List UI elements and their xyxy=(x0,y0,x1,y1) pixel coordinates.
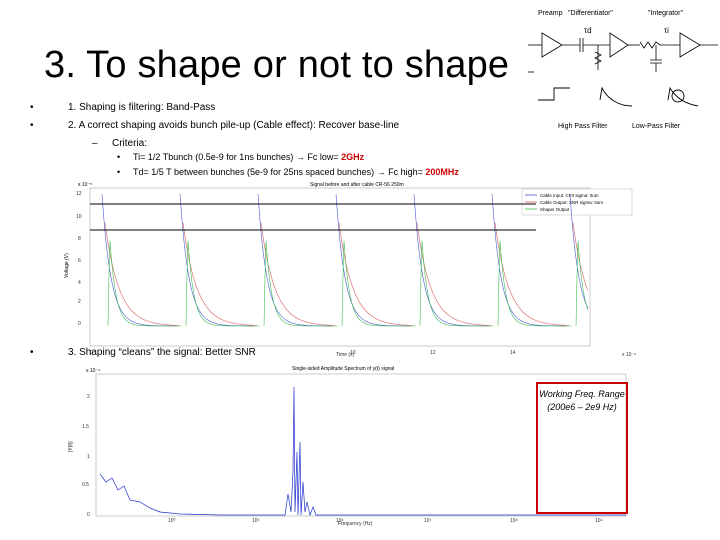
xtick: 12 xyxy=(430,350,436,356)
xtick: 10⁰ xyxy=(168,518,176,524)
label-high-pass: High Pass Filter xyxy=(558,123,608,130)
label-preamp: Preamp xyxy=(538,10,563,17)
signal-pulse-trace xyxy=(335,193,410,327)
signal-pulse-trace xyxy=(104,222,180,326)
signal-plot-traces xyxy=(101,193,589,327)
spectrum-trace xyxy=(99,386,626,517)
ytick: 8 xyxy=(78,236,81,242)
working-freq-range-values: (200e6 – 2e9 Hz) xyxy=(547,402,617,412)
signal-plot: x 10⁻⁵ Signal before and after cable CR-… xyxy=(64,182,636,358)
signal-pulse-trace xyxy=(494,222,570,326)
signal-pulse-trace xyxy=(179,193,254,327)
legend-shaper-output: Shaper Output xyxy=(540,207,570,212)
signal-pulse-trace xyxy=(569,193,589,309)
signal-plot-x-exponent: x 10⁻⁸ xyxy=(622,352,636,358)
ytick: 0.5 xyxy=(82,482,89,488)
ytick: 1.5 xyxy=(82,424,89,430)
working-freq-range-label: Working Freq. Range (200e6 – 2e9 Hz) xyxy=(536,388,628,414)
xtick: 10 xyxy=(350,350,356,356)
ytick: 2 xyxy=(78,299,81,305)
criterion-td-value: 200MHz xyxy=(425,167,459,177)
legend-box xyxy=(521,188,633,216)
bullet-marker: • xyxy=(30,347,34,358)
legend-cable-output: Cable Output: SNR sigma: 0um xyxy=(540,200,603,205)
signal-pulse-trace xyxy=(101,193,176,327)
pulse-waveforms xyxy=(538,86,699,107)
signal-pulse-trace xyxy=(185,240,260,327)
ytick: 12 xyxy=(76,191,82,197)
bullet-better-snr: 3. Shaping “cleans” the signal: Better S… xyxy=(68,347,256,358)
shaping-circuit-diagram: Preamp "Differentiator" "Integrator" τd … xyxy=(528,10,718,130)
subbullet-marker: – xyxy=(92,138,98,149)
ytick: 0 xyxy=(87,512,90,518)
label-low-pass: Low-Pass Filter xyxy=(632,123,681,130)
signal-pulse-trace xyxy=(182,222,258,326)
signal-pulse-trace xyxy=(572,222,589,291)
signal-pulse-trace xyxy=(257,193,332,327)
ytick: 10 xyxy=(76,214,82,220)
signal-pulse-trace xyxy=(107,240,182,327)
spectrum-plot-title: Single-sided Amplitude Spectrum of y(t) … xyxy=(292,366,394,372)
bullet-marker: • xyxy=(117,167,121,177)
signal-pulse-trace xyxy=(338,222,414,326)
signal-pulse-trace xyxy=(260,222,336,326)
signal-plot-exponent: x 10⁻⁵ xyxy=(78,182,92,188)
signal-pulse-trace xyxy=(416,222,492,326)
xtick: 0 xyxy=(90,350,93,356)
signal-pulse-trace xyxy=(263,240,338,327)
spectrum-plot-exponent: x 10⁻⁴ xyxy=(86,368,100,374)
circuit-schematic xyxy=(528,32,718,73)
criterion-ti: Ti= 1/2 Tbunch (0.5e-9 for 1ns bunches) … xyxy=(133,152,364,162)
spectrum-plot-xlabel: Frequency (Hz) xyxy=(338,521,373,527)
slide-title: 3. To shape or not to shape xyxy=(44,44,510,86)
xtick: 14 xyxy=(510,350,516,356)
ytick: 6 xyxy=(78,258,81,264)
working-freq-range-box xyxy=(536,382,628,514)
xtick: 10⁷ xyxy=(424,518,432,524)
label-differentiator: "Differentiator" xyxy=(568,10,613,17)
criterion-ti-value: 2GHz xyxy=(341,152,365,162)
xtick: 10⁶ xyxy=(336,518,344,524)
label-integrator: "Integrator" xyxy=(648,10,683,17)
ytick: 2 xyxy=(87,394,90,400)
ytick: 4 xyxy=(78,280,81,286)
spectrum-plot-ylabel: |Y(f)| xyxy=(68,441,74,452)
signal-pulse-trace xyxy=(413,193,488,327)
signal-pulse-trace xyxy=(497,240,572,327)
criterion-td: Td= 1/5 T between bunches (5e-9 for 25ns… xyxy=(133,167,459,177)
criterion-td-text: Td= 1/5 T between bunches (5e-9 for 25ns… xyxy=(133,167,426,177)
bullet-marker: • xyxy=(30,120,34,131)
signal-plot-title: Signal before and after cable CR-56 250m xyxy=(310,182,404,188)
criterion-ti-text: Ti= 1/2 Tbunch (0.5e-9 for 1ns bunches) … xyxy=(133,152,342,162)
legend-cable-input: Cable Input: CFII sigma: 0um xyxy=(540,193,599,198)
spectrum-line xyxy=(99,386,626,517)
bullet-marker: • xyxy=(30,102,34,113)
ytick: 1 xyxy=(87,454,90,460)
bullet-avoid-pileup: 2. A correct shaping avoids bunch pile-u… xyxy=(68,120,400,131)
subbullet-criteria: Criteria: xyxy=(112,138,148,149)
bullet-marker: • xyxy=(117,152,121,162)
signal-plot-legend: Cable Input: CFII sigma: 0um Cable Outpu… xyxy=(521,188,633,216)
signal-pulse-trace xyxy=(419,240,494,327)
ytick: 0 xyxy=(78,321,81,327)
xtick: 10⁸ xyxy=(510,518,518,524)
label-tau-d: τd xyxy=(584,26,592,35)
bullet-shaping-filtering: 1. Shaping is filtering: Band-Pass xyxy=(68,102,216,113)
working-freq-range-title: Working Freq. Range xyxy=(539,389,625,399)
signal-pulse-trace xyxy=(341,240,416,327)
signal-pulse-trace xyxy=(575,240,589,327)
signal-plot-frame xyxy=(89,187,591,347)
xtick: 10⁵ xyxy=(252,518,260,524)
xtick: 10⁹ xyxy=(595,518,603,524)
signal-plot-xlabel: Time (s) xyxy=(336,352,354,358)
label-tau-i: τi xyxy=(664,26,669,35)
signal-plot-ylabel: Voltage (V) xyxy=(64,253,70,278)
